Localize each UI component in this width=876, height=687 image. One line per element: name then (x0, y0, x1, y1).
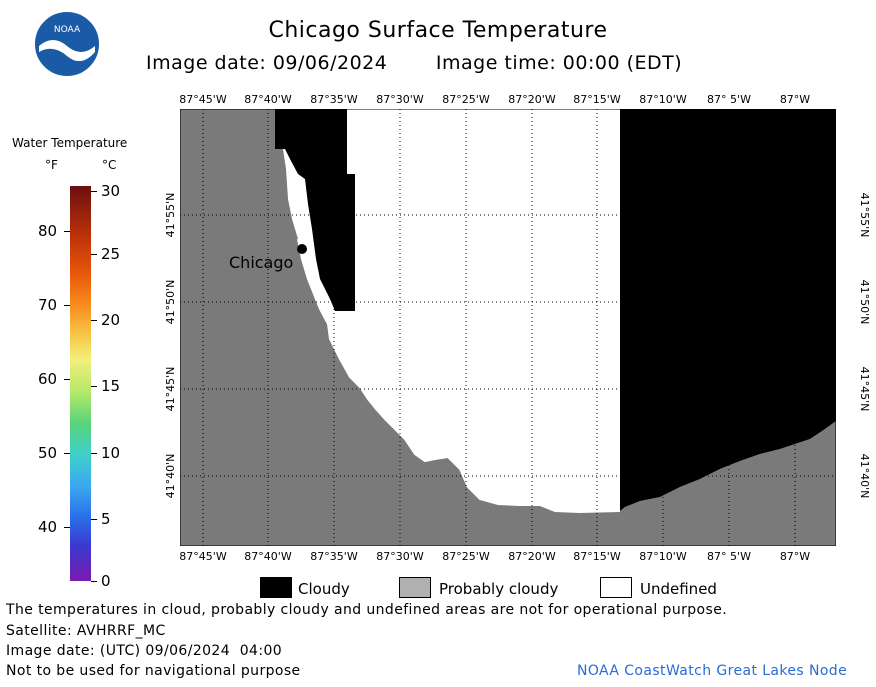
legend-undefined: Undefined (640, 580, 717, 598)
city-label-chicago: Chicago (229, 253, 294, 272)
longitude-label: 87° 5'W (707, 93, 751, 106)
map-canvas (180, 109, 836, 546)
longitude-label: 87°25'W (442, 93, 490, 106)
land-area (180, 109, 836, 546)
legend-swatch-probably-cloudy (399, 577, 431, 598)
colorbar-title: Water Temperature (12, 136, 128, 150)
latitude-label: 41°45'N (164, 366, 177, 412)
legend-swatch-undefined (600, 577, 632, 598)
colorbar-c-tick: 20 (101, 311, 121, 329)
colorbar-c-tick: 10 (101, 444, 121, 462)
colorbar-c-tickmark (91, 320, 97, 321)
latitude-label: 41°50'N (164, 279, 177, 325)
page-title: Chicago Surface Temperature (268, 18, 608, 43)
noaa-logo: NOAA (35, 12, 99, 76)
longitude-label: 87° 5'W (707, 550, 751, 563)
colorbar-f-tickmark (64, 527, 70, 528)
longitude-label: 87°25'W (442, 550, 490, 563)
longitude-label: 87°W (779, 93, 811, 106)
legend-swatch-cloudy (260, 577, 292, 598)
lat-lon-grid (180, 109, 836, 546)
image-datetime-row: Image date: 09/06/2024 Image time: 00:00… (146, 52, 724, 74)
colorbar-c-tick: 30 (101, 182, 121, 200)
colorbar-c-tick: 0 (101, 572, 111, 590)
colorbar-gradient (70, 186, 91, 581)
colorbar-unit-f: °F (45, 158, 58, 172)
longitude-label: 87°15'W (573, 93, 621, 106)
latitude-label: 41°40'N (164, 453, 177, 499)
colorbar-f-tick: 40 (38, 518, 58, 536)
longitude-label: 87°W (779, 550, 811, 563)
longitude-label: 87°45'W (179, 93, 227, 106)
colorbar-f-tick: 70 (38, 296, 58, 314)
colorbar-f-tick: 50 (38, 444, 58, 462)
colorbar-c-tick: 15 (101, 377, 121, 395)
colorbar-f-tickmark (64, 305, 70, 306)
longitude-label: 87°30'W (376, 93, 424, 106)
latitude-label: 41°45'N (858, 366, 871, 412)
longitude-label: 87°30'W (376, 550, 424, 563)
cloudy-area-east (620, 109, 836, 511)
colorbar-f-tickmark (64, 379, 70, 380)
latitude-label: 41°55'N (858, 192, 871, 238)
colorbar-f-tick: 80 (38, 222, 58, 240)
chicago-marker (297, 244, 307, 254)
colorbar-c-tickmark (91, 254, 97, 255)
longitude-label: 87°40'W (244, 550, 292, 563)
latitude-label: 41°50'N (858, 279, 871, 325)
colorbar-c-tickmark (91, 453, 97, 454)
colorbar-c-tickmark (91, 386, 97, 387)
utc-date-text: Image date: (UTC) 09/06/2024 04:00 (6, 643, 283, 659)
colorbar-c-tick: 25 (101, 245, 121, 263)
colorbar-c-tickmark (91, 191, 97, 192)
colorbar-f-tickmark (64, 453, 70, 454)
legend-cloudy: Cloudy (298, 580, 350, 598)
disclaimer-text: The temperatures in cloud, probably clou… (6, 602, 728, 618)
noaa-logo-text: NOAA (54, 25, 81, 35)
colorbar-c-tickmark (91, 581, 97, 582)
colorbar-unit-c: °C (102, 158, 117, 172)
longitude-label: 87°15'W (573, 550, 621, 563)
longitude-label: 87°35'W (310, 93, 358, 106)
longitude-label: 87°10'W (639, 93, 687, 106)
colorbar-f-tickmark (64, 231, 70, 232)
longitude-label: 87°45'W (179, 550, 227, 563)
colorbar-c-tick: 5 (101, 510, 111, 528)
colorbar-f-tick: 60 (38, 370, 58, 388)
legend-probably-cloudy: Probably cloudy (439, 580, 559, 598)
navigation-warning: Not to be used for navigational purpose (6, 663, 301, 679)
longitude-label: 87°40'W (244, 93, 292, 106)
credit-text: NOAA CoastWatch Great Lakes Node (577, 663, 848, 679)
satellite-text: Satellite: AVHRRF_MC (6, 623, 166, 639)
cloudy-area-shore (275, 109, 355, 311)
latitude-label: 41°40'N (858, 453, 871, 499)
longitude-label: 87°10'W (639, 550, 687, 563)
shoreline (297, 238, 621, 514)
colorbar-c-tickmark (91, 519, 97, 520)
longitude-label: 87°20'W (508, 93, 556, 106)
image-time: Image time: 00:00 (EDT) (435, 52, 683, 74)
longitude-label: 87°20'W (508, 550, 556, 563)
latitude-label: 41°55'N (164, 192, 177, 238)
image-date: Image date: 09/06/2024 (146, 52, 388, 74)
longitude-label: 87°35'W (310, 550, 358, 563)
